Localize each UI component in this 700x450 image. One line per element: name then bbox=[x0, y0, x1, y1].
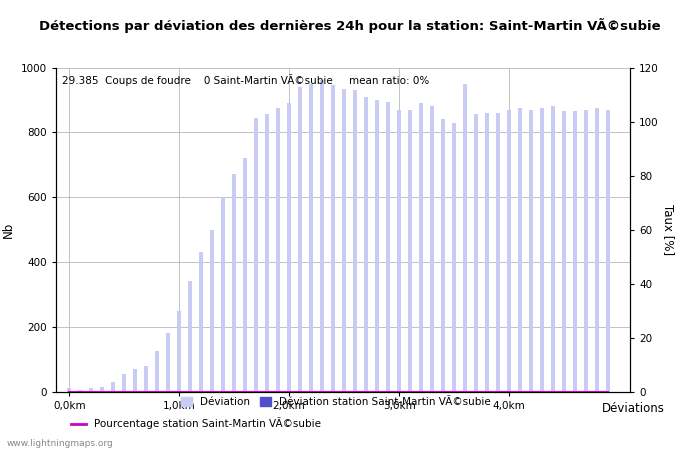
Bar bbox=[276, 108, 280, 392]
Bar bbox=[573, 111, 577, 392]
Bar bbox=[562, 111, 566, 392]
Bar bbox=[474, 114, 478, 392]
Text: Déviations: Déviations bbox=[602, 402, 665, 414]
Bar bbox=[452, 122, 456, 392]
Bar bbox=[595, 108, 599, 392]
Text: Détections par déviation des dernières 24h pour la station: Saint-Martin VÃ©subi: Détections par déviation des dernières 2… bbox=[39, 18, 661, 33]
Text: 29.385  Coups de foudre    0 Saint-Martin VÃ©subie     mean ratio: 0%: 29.385 Coups de foudre 0 Saint-Martin VÃ… bbox=[62, 74, 429, 86]
Bar bbox=[265, 114, 269, 392]
Bar bbox=[496, 113, 500, 392]
Bar bbox=[441, 119, 445, 392]
Bar bbox=[430, 106, 434, 392]
Bar bbox=[408, 110, 412, 392]
Bar bbox=[100, 387, 104, 392]
Bar bbox=[287, 103, 291, 392]
Y-axis label: Taux [%]: Taux [%] bbox=[662, 204, 676, 255]
Y-axis label: Nb: Nb bbox=[2, 221, 15, 238]
Bar bbox=[419, 103, 423, 392]
Bar bbox=[342, 89, 346, 392]
Text: www.lightningmaps.org: www.lightningmaps.org bbox=[7, 439, 113, 448]
Bar bbox=[177, 310, 181, 392]
Bar bbox=[90, 388, 93, 392]
Bar bbox=[508, 110, 511, 392]
Bar bbox=[210, 230, 214, 392]
Bar bbox=[254, 118, 258, 392]
Bar bbox=[111, 382, 115, 392]
Bar bbox=[529, 110, 533, 392]
Bar bbox=[386, 102, 390, 392]
Bar bbox=[221, 197, 225, 392]
Bar bbox=[606, 110, 610, 392]
Bar bbox=[354, 90, 357, 391]
Bar bbox=[155, 351, 159, 392]
Bar bbox=[551, 106, 555, 392]
Bar bbox=[320, 81, 324, 392]
Bar bbox=[584, 110, 588, 392]
Bar bbox=[518, 108, 522, 392]
Bar bbox=[67, 388, 71, 392]
Bar bbox=[298, 87, 302, 392]
Bar bbox=[188, 281, 192, 392]
Bar bbox=[309, 84, 313, 391]
Bar bbox=[243, 158, 247, 392]
Bar bbox=[364, 97, 368, 392]
Bar bbox=[133, 369, 137, 392]
Bar bbox=[167, 333, 170, 392]
Bar bbox=[78, 390, 82, 392]
Legend: Déviation, Déviation station Saint-Martin VÃ©subie: Déviation, Déviation station Saint-Marti… bbox=[177, 392, 495, 411]
Bar bbox=[375, 100, 379, 392]
Bar bbox=[144, 365, 148, 392]
Bar bbox=[122, 374, 126, 392]
Bar bbox=[232, 175, 236, 392]
Bar bbox=[540, 108, 544, 392]
Bar bbox=[397, 110, 401, 392]
Legend: Pourcentage station Saint-Martin VÃ©subie: Pourcentage station Saint-Martin VÃ©subi… bbox=[66, 413, 326, 433]
Bar bbox=[199, 252, 203, 392]
Bar bbox=[485, 113, 489, 392]
Bar bbox=[463, 84, 467, 391]
Bar bbox=[331, 86, 335, 392]
